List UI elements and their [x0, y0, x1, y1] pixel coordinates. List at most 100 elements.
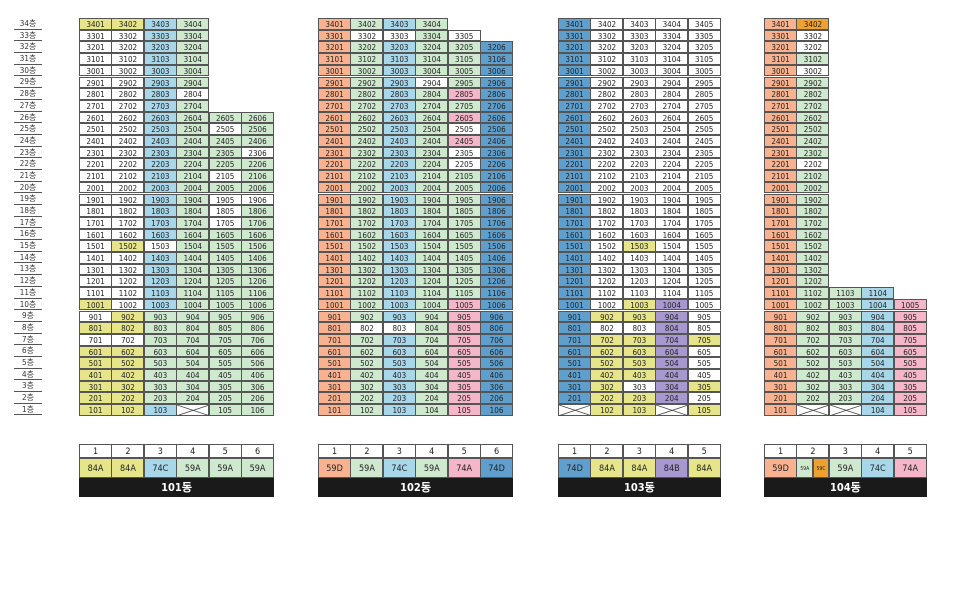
floor-label: 5층	[14, 357, 42, 369]
unit-cell: 2302	[350, 146, 384, 159]
unit-cell: 2604	[176, 111, 210, 124]
unit-cell: 805	[447, 322, 481, 334]
unit-cell: 1103	[143, 287, 177, 299]
unit-cell: 2404	[415, 135, 449, 147]
unit-cell: 2202	[111, 158, 145, 171]
unit-cell: 1201	[79, 275, 113, 288]
unit-cell: 1403	[622, 252, 656, 264]
unit-cell: 2304	[415, 146, 449, 159]
unit-cell: 3004	[176, 64, 210, 77]
unit-cell: 2705	[687, 99, 721, 112]
unit-cell: 504	[861, 357, 895, 369]
unit-cell: 2305	[687, 146, 721, 159]
unit-cell: 3202	[350, 41, 384, 54]
unit-cell: 1505	[208, 240, 242, 252]
unit-cell: 504	[415, 357, 449, 369]
unit-cell: 2502	[111, 123, 145, 135]
unit-cell: 304	[415, 380, 449, 393]
unit-cell: 2904	[655, 76, 689, 89]
unit-cell: 1703	[143, 216, 177, 229]
unit-cell: 1604	[415, 228, 449, 241]
unit-cell: 601	[558, 345, 592, 358]
unit-cell: 1101	[558, 287, 592, 299]
unit-cell-blocked	[176, 404, 210, 416]
unit-cell: 3102	[111, 53, 145, 65]
unit-cell: 2202	[590, 158, 624, 171]
floor-label: 34층	[14, 18, 42, 30]
blocked-x-icon	[177, 405, 210, 416]
unit-cell: 801	[764, 322, 798, 334]
unit-cell: 3002	[350, 64, 384, 77]
unit-cell: 1302	[796, 263, 830, 276]
unit-cell: 3301	[318, 29, 352, 42]
unit-cell: 1003	[828, 298, 862, 311]
unit-cell: 2002	[590, 181, 624, 194]
unit-cell: 2803	[382, 88, 416, 100]
unit-cell: 3304	[655, 29, 689, 42]
unit-cell: 2605	[447, 111, 481, 124]
unit-cell: 1305	[208, 263, 242, 276]
unit-cell: 2406	[480, 135, 514, 147]
unit-cell: 505	[447, 357, 481, 369]
unit-cell: 104	[415, 404, 449, 416]
unit-cell: 1502	[590, 240, 624, 252]
unit-cell: 906	[241, 310, 275, 323]
unit-cell: 2703	[143, 99, 177, 112]
unit-cell: 1902	[350, 193, 384, 206]
unit-cell: 1001	[558, 298, 592, 311]
unit-cell: 2601	[558, 111, 592, 124]
unit-cell: 1803	[382, 205, 416, 217]
unit-cell: 1005	[447, 298, 481, 311]
unit-cell: 1601	[79, 228, 113, 241]
unit-cell: 1001	[764, 298, 798, 311]
unit-cell: 1905	[208, 193, 242, 206]
unit-cell: 2206	[241, 158, 275, 171]
unit-cell: 404	[176, 369, 210, 381]
unit-cell: 1601	[764, 228, 798, 241]
unit-cell: 1201	[558, 275, 592, 288]
unit-type-cell: 59A	[796, 457, 814, 478]
unit-cell: 3002	[796, 64, 830, 77]
floor-label: 28층	[14, 88, 42, 100]
unit-cell: 705	[208, 333, 242, 346]
unit-cell: 1305	[447, 263, 481, 276]
unit-cell: 505	[893, 357, 927, 369]
unit-cell: 702	[111, 333, 145, 346]
unit-cell: 1702	[111, 216, 145, 229]
unit-cell: 402	[796, 369, 830, 381]
unit-cell: 1405	[687, 252, 721, 264]
unit-cell: 2003	[622, 181, 656, 194]
unit-number-header: 3	[382, 443, 416, 458]
unit-cell: 2403	[143, 135, 177, 147]
unit-cell: 302	[590, 380, 624, 393]
unit-cell: 602	[111, 345, 145, 358]
unit-cell: 2502	[796, 123, 830, 135]
unit-cell: 403	[828, 369, 862, 381]
unit-cell: 3105	[447, 53, 481, 65]
unit-cell: 402	[111, 369, 145, 381]
unit-cell: 1902	[796, 193, 830, 206]
unit-cell: 2501	[558, 123, 592, 135]
unit-cell: 2504	[655, 123, 689, 135]
unit-cell: 1905	[687, 193, 721, 206]
unit-cell: 1104	[655, 287, 689, 299]
unit-type-cell: 84A	[622, 457, 656, 478]
unit-cell: 1206	[480, 275, 514, 288]
unit-cell: 602	[796, 345, 830, 358]
unit-cell: 2401	[79, 135, 113, 147]
unit-cell-blocked	[828, 404, 863, 416]
unit-number-header: 3	[143, 443, 177, 458]
unit-cell: 3403	[143, 18, 177, 30]
unit-cell: 1402	[350, 252, 384, 264]
unit-cell: 2005	[687, 181, 721, 194]
unit-cell: 2901	[79, 76, 113, 89]
unit-cell: 3206	[480, 41, 514, 54]
unit-cell: 304	[655, 380, 689, 393]
unit-cell: 2203	[622, 158, 656, 171]
unit-cell: 2402	[796, 135, 830, 147]
unit-cell: 1604	[176, 228, 210, 241]
unit-cell: 1504	[415, 240, 449, 252]
unit-cell: 1205	[687, 275, 721, 288]
unit-number-header: 2	[350, 443, 384, 458]
unit-cell: 804	[655, 322, 689, 334]
